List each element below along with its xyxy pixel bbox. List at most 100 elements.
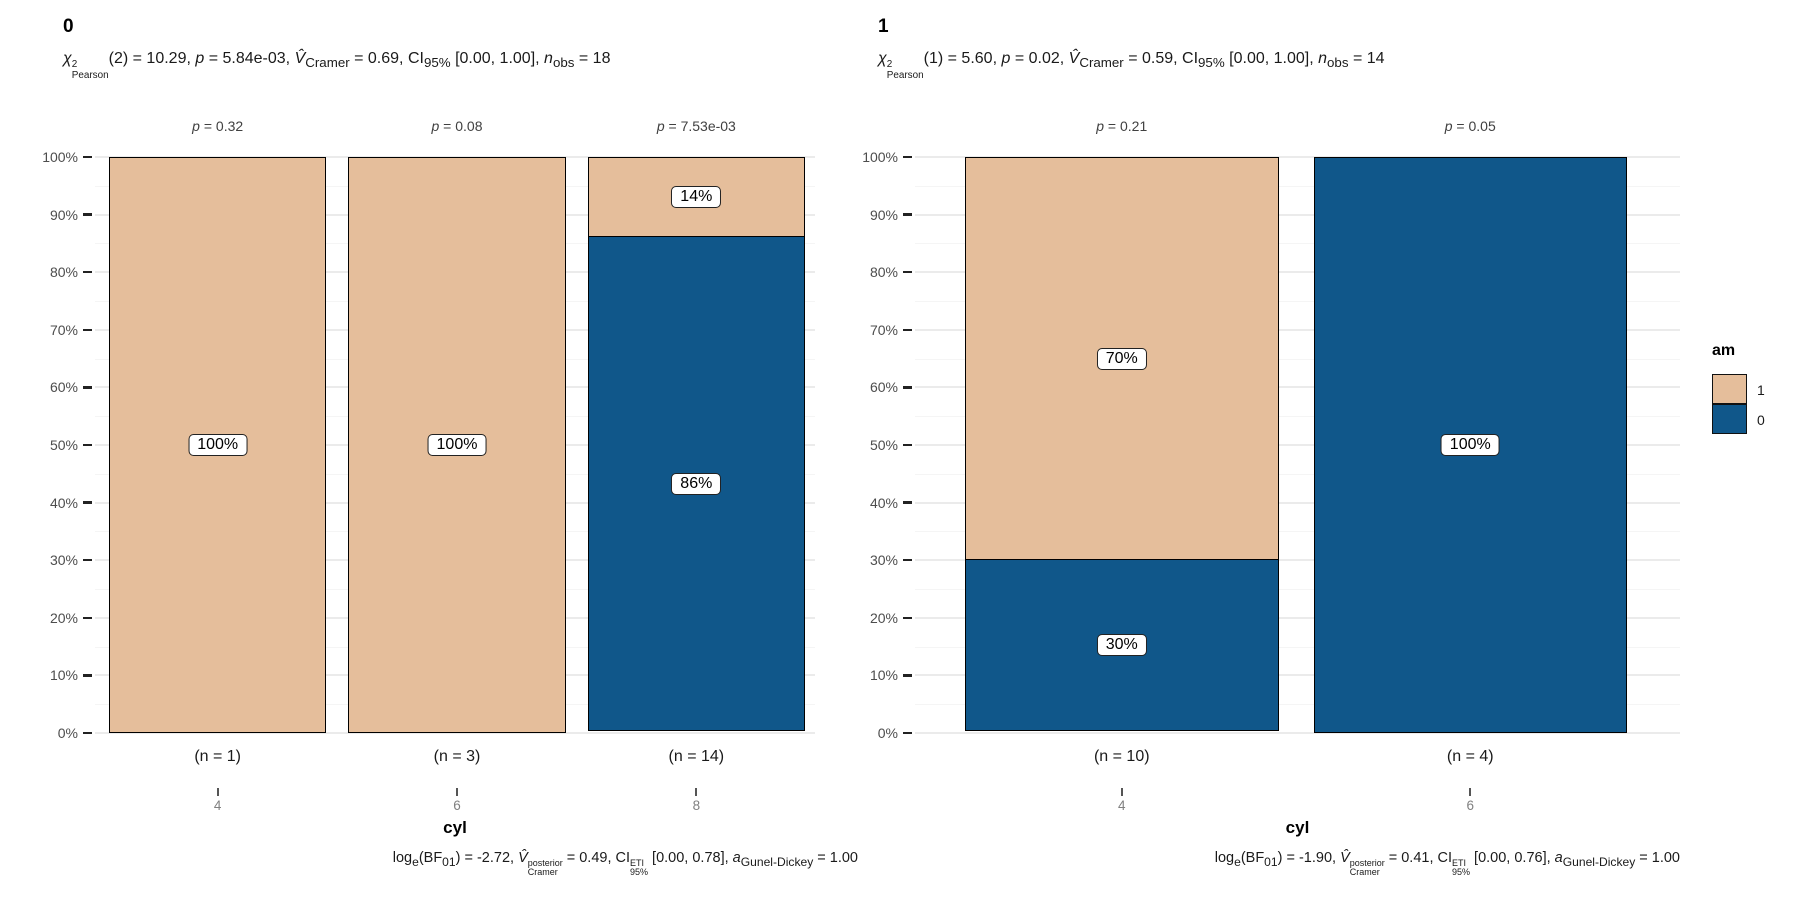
y-axis-tick-label: 60%: [869, 379, 898, 396]
bar-segment-am-1: 100%: [109, 157, 327, 733]
y-axis-tick-label: 20%: [49, 609, 78, 626]
legend-swatch-am-1: [1712, 374, 1747, 404]
y-axis-tick-label: 70%: [869, 321, 898, 338]
panel-0-title: 0: [63, 16, 74, 37]
y-axis-tick-mark: [83, 616, 92, 620]
legend-swatch-am-0: [1712, 404, 1747, 434]
gridline-major: [915, 328, 1680, 331]
gridline-minor: [915, 416, 1680, 418]
bar-n-label: (n = 10): [1093, 748, 1150, 765]
segment-percent-label: 100%: [188, 434, 248, 456]
y-axis-tick-label: 80%: [869, 264, 898, 281]
y-axis-tick-mark: [83, 731, 92, 735]
gridline-minor: [915, 646, 1680, 648]
y-axis-tick-label: 40%: [49, 494, 78, 511]
y-axis-tick-mark: [903, 501, 912, 504]
bar-n-label: (n = 4): [1446, 748, 1494, 765]
segment-percent-label: 30%: [1096, 633, 1147, 656]
x-axis-tick-label: 4: [213, 798, 222, 813]
segment-percent-label: 86%: [671, 472, 722, 495]
gridline-minor: [915, 301, 1680, 302]
x-axis-tick-label: 4: [1117, 798, 1126, 813]
segment-percent-label: 14%: [671, 186, 722, 209]
bar-p-value-label: p = 0.05: [1444, 118, 1496, 134]
stacked-bar: 14% 86%: [587, 157, 805, 733]
y-axis-tick-mark: [903, 213, 912, 216]
y-axis-tick-mark: [903, 386, 912, 389]
gridline-major: [915, 501, 1680, 504]
legend-title: am: [1712, 342, 1736, 359]
gridline-minor: [915, 704, 1680, 706]
y-axis-tick-mark: [83, 270, 92, 274]
y-axis-tick-mark: [83, 155, 92, 159]
gridline-minor: [915, 185, 1680, 187]
bar-n-label: (n = 14): [668, 748, 725, 765]
gridline-major: [915, 732, 1680, 734]
y-axis-tick-label: 50%: [49, 437, 78, 453]
x-axis-tick-mark: [216, 788, 219, 796]
gridline-minor: [915, 589, 1680, 590]
gridline-major: [915, 156, 1680, 158]
y-axis-tick-label: 30%: [869, 552, 898, 569]
stacked-bar: 70% 30%: [965, 157, 1279, 733]
gridline-minor: [915, 358, 1680, 360]
y-axis-tick-mark: [903, 443, 912, 447]
stacked-bar: 100%: [1313, 157, 1627, 733]
gridline-major: [915, 213, 1680, 216]
gridline-major: [915, 444, 1680, 446]
x-axis-title: cyl: [443, 818, 467, 837]
gridline-minor: [915, 243, 1680, 245]
gridline-major: [915, 616, 1680, 619]
segment-percent-label: 70%: [1096, 347, 1147, 370]
y-axis-tick-mark: [83, 443, 92, 447]
y-axis-tick-label: 90%: [869, 206, 898, 223]
y-axis-tick-label: 50%: [869, 437, 898, 453]
y-axis-tick-mark: [903, 328, 912, 332]
gridline-major: [915, 386, 1680, 389]
y-axis-tick-label: 20%: [869, 609, 898, 626]
panel-1-plot-area: 70% 30% 100%: [915, 156, 1680, 734]
bar-segment-am-0: 100%: [1313, 157, 1627, 733]
y-axis-tick-label: 60%: [49, 379, 78, 396]
x-axis-tick-mark: [1469, 788, 1472, 796]
y-axis-tick-label: 40%: [869, 494, 898, 511]
y-axis-tick-mark: [83, 501, 92, 504]
bar-n-label: (n = 3): [433, 748, 481, 765]
x-axis-tick-mark: [1120, 788, 1123, 796]
x-axis-tick-mark: [695, 788, 698, 796]
gridline-major: [915, 559, 1680, 562]
y-axis-tick-mark: [903, 558, 912, 562]
stacked-bar: 100%: [348, 157, 566, 733]
y-axis-tick-label: 10%: [869, 667, 898, 684]
x-axis-tick-label: 6: [1466, 798, 1475, 813]
x-axis-tick-label: 8: [692, 798, 701, 813]
bar-p-value-label: p = 7.53e-03: [656, 118, 736, 134]
gridline-minor: [915, 473, 1680, 475]
y-axis-tick-mark: [903, 155, 912, 159]
bar-p-value-label: p = 0.21: [1096, 118, 1148, 134]
y-axis-tick-mark: [83, 213, 92, 216]
y-axis-tick-mark: [903, 674, 912, 677]
legend-item-label: 0: [1757, 412, 1765, 428]
segment-percent-label: 100%: [1440, 434, 1500, 456]
panel-0-subtitle: χ 2 Pearson (2) = 10.29, p = 5.84e-03, V̂Cr…: [63, 50, 611, 81]
y-axis-tick-label: 30%: [49, 552, 78, 569]
y-axis-tick-mark: [83, 674, 92, 677]
y-axis-tick-label: 100%: [42, 149, 78, 165]
y-axis-tick-label: 0%: [877, 725, 898, 741]
panel-0-caption: loge(BF01) = -2.72, V̂ posterior Cramer = …: [392, 850, 858, 878]
gridline-major: [915, 674, 1680, 677]
y-axis-tick-mark: [83, 386, 92, 389]
y-axis-tick-mark: [903, 270, 912, 274]
panel-1-subtitle: χ 2 Pearson (1) = 5.60, p = 0.02, V̂Cramer …: [878, 50, 1385, 81]
stacked-bar: 100%: [109, 157, 327, 733]
x-axis-tick-mark: [456, 788, 458, 796]
bar-p-value-label: p = 0.08: [431, 118, 483, 134]
bar-n-label: (n = 1): [194, 748, 241, 765]
y-axis-tick-label: 10%: [49, 667, 78, 684]
y-axis-tick-label: 90%: [49, 206, 78, 223]
y-axis-tick-mark: [903, 731, 912, 735]
y-axis-tick-label: 100%: [862, 149, 898, 165]
panel-1-title: 1: [878, 16, 889, 37]
